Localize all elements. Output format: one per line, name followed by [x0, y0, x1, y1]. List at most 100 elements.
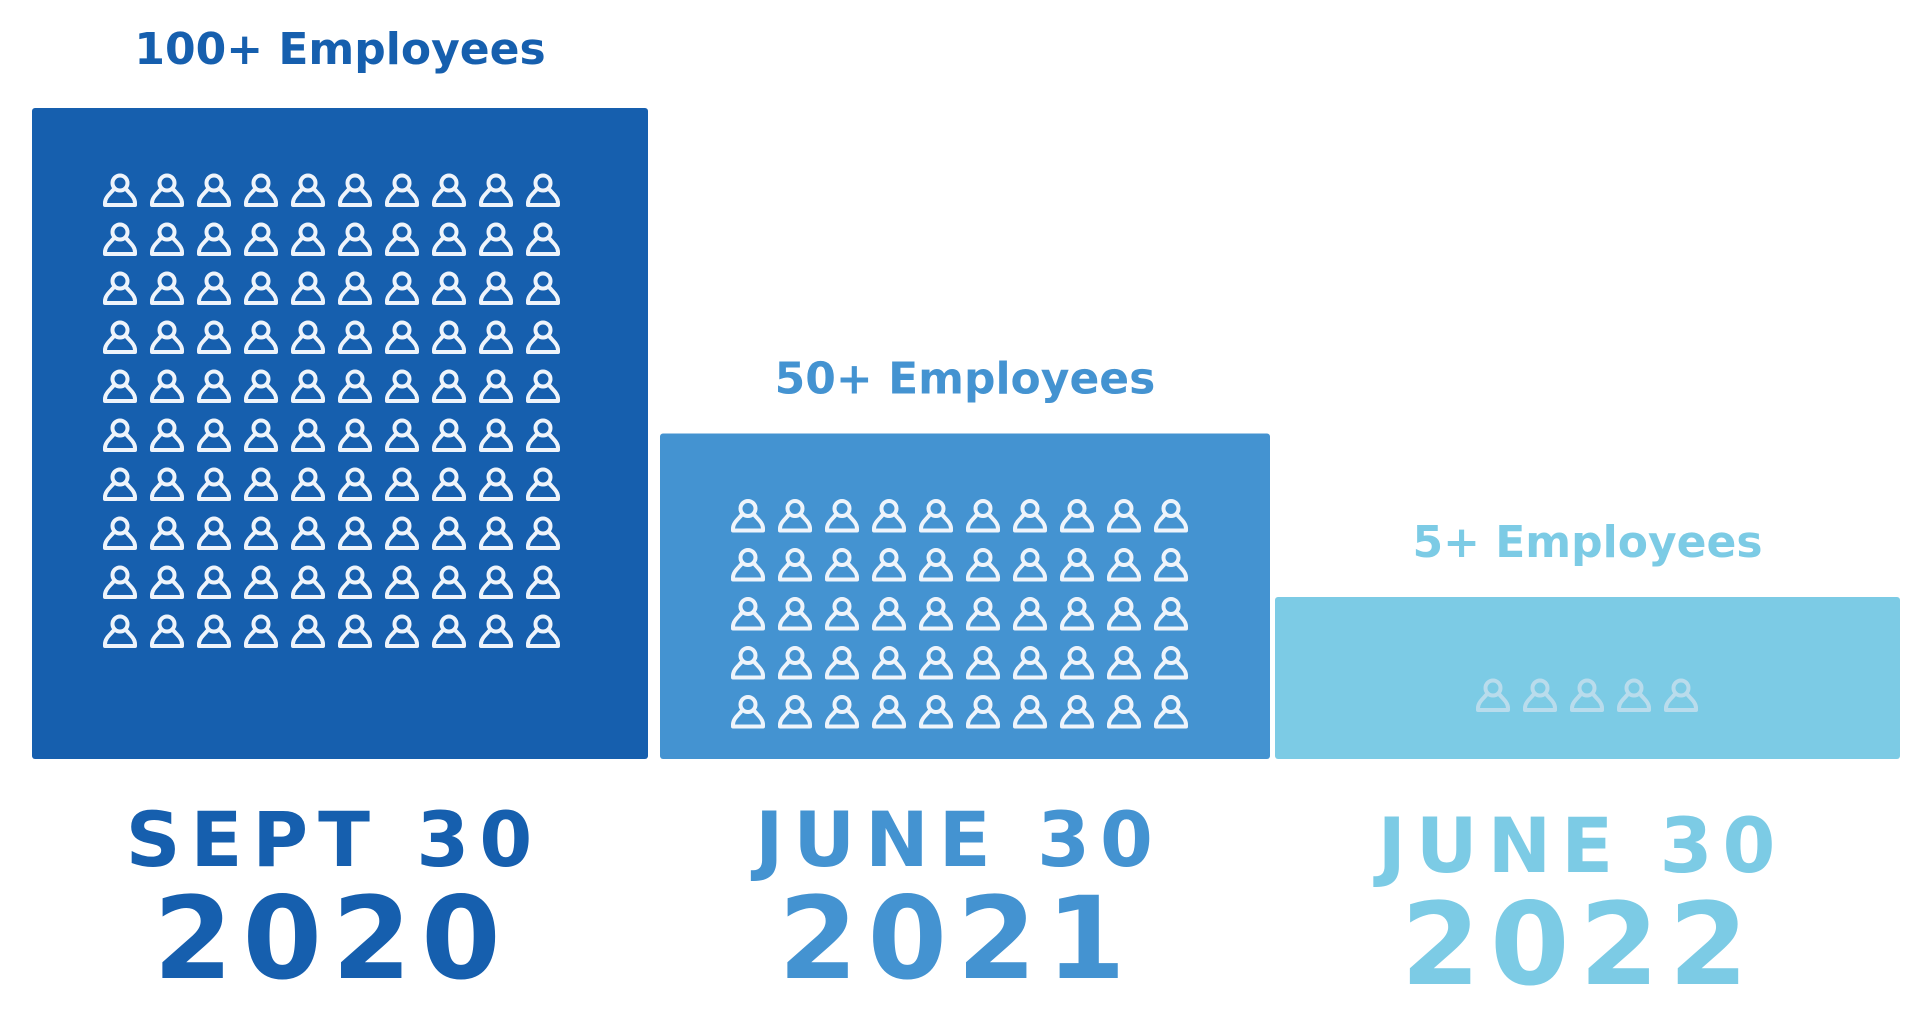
data-label-2021: 50+ Employees	[775, 354, 1156, 405]
person-icon	[197, 614, 231, 648]
person-icon	[432, 467, 466, 501]
person-icon	[1570, 678, 1604, 712]
person-icon	[1154, 499, 1188, 533]
person-icon	[919, 499, 953, 533]
person-icon	[1013, 499, 1047, 533]
person-icon	[1107, 695, 1141, 729]
person-icon	[244, 467, 278, 501]
person-icon	[291, 565, 325, 599]
person-icon	[150, 222, 184, 256]
person-icon	[197, 173, 231, 207]
person-icon	[1154, 695, 1188, 729]
person-icon	[385, 222, 419, 256]
person-icon	[150, 516, 184, 550]
person-icon	[479, 369, 513, 403]
person-icon	[244, 516, 278, 550]
person-icon	[244, 271, 278, 305]
person-icon	[103, 565, 137, 599]
person-icon	[1107, 499, 1141, 533]
person-icon	[244, 614, 278, 648]
person-icon	[872, 499, 906, 533]
person-icon	[526, 467, 560, 501]
person-icon	[291, 369, 325, 403]
person-icon	[244, 222, 278, 256]
person-icon	[291, 418, 325, 452]
person-icon	[103, 173, 137, 207]
person-icon	[1476, 678, 1510, 712]
person-icon	[1107, 548, 1141, 582]
person-icon	[150, 565, 184, 599]
person-icon	[526, 369, 560, 403]
person-icon	[778, 646, 812, 680]
person-icon	[197, 467, 231, 501]
person-icon	[197, 369, 231, 403]
person-icon	[526, 565, 560, 599]
person-icon	[338, 614, 372, 648]
bar-2022	[1275, 597, 1900, 759]
person-icon	[432, 222, 466, 256]
data-label-2022: 5+ Employees	[1412, 517, 1762, 568]
person-icon	[197, 320, 231, 354]
person-icon	[1060, 646, 1094, 680]
person-icon	[479, 418, 513, 452]
person-icon	[385, 516, 419, 550]
tick-label-year-2020: 2020	[153, 872, 510, 1005]
person-icon	[150, 614, 184, 648]
person-icon	[966, 548, 1000, 582]
person-icon	[291, 271, 325, 305]
person-icon	[432, 565, 466, 599]
person-icon	[432, 516, 466, 550]
person-icon	[1013, 597, 1047, 631]
person-icon	[103, 222, 137, 256]
person-icon	[778, 499, 812, 533]
tick-label-year-2021: 2021	[778, 872, 1135, 1005]
person-icon	[385, 369, 419, 403]
person-icon	[291, 516, 325, 550]
person-icon	[338, 320, 372, 354]
person-icon	[150, 467, 184, 501]
person-icon	[731, 597, 765, 631]
person-icon	[778, 548, 812, 582]
person-icon	[291, 467, 325, 501]
person-icon	[479, 271, 513, 305]
person-icon	[966, 646, 1000, 680]
person-icon	[150, 369, 184, 403]
person-icon	[872, 548, 906, 582]
person-icon	[432, 369, 466, 403]
person-icon	[197, 418, 231, 452]
person-icon	[1664, 678, 1698, 712]
tick-label-date-2021: JUNE 30	[750, 795, 1163, 884]
person-icon	[1154, 597, 1188, 631]
person-icon	[150, 418, 184, 452]
person-icon	[291, 614, 325, 648]
person-icon	[825, 548, 859, 582]
person-icon	[1060, 548, 1094, 582]
person-icon	[338, 369, 372, 403]
person-icon	[103, 516, 137, 550]
person-icon	[1060, 695, 1094, 729]
data-label-2020: 100+ Employees	[134, 24, 545, 75]
person-icon	[825, 695, 859, 729]
person-icon	[526, 516, 560, 550]
person-icon	[479, 173, 513, 207]
person-icon	[919, 646, 953, 680]
person-icon	[966, 499, 1000, 533]
person-icon	[1013, 548, 1047, 582]
person-icon	[731, 499, 765, 533]
person-icon	[103, 320, 137, 354]
person-icon	[103, 271, 137, 305]
person-icon	[150, 173, 184, 207]
person-icon	[432, 173, 466, 207]
tick-label-date-2020: SEPT 30	[126, 795, 542, 884]
person-icon	[432, 320, 466, 354]
person-icon	[526, 222, 560, 256]
person-icon	[778, 597, 812, 631]
person-icon	[479, 467, 513, 501]
person-icon	[825, 646, 859, 680]
person-icon	[479, 614, 513, 648]
person-icon	[197, 516, 231, 550]
person-icon	[1154, 646, 1188, 680]
person-icon	[1013, 695, 1047, 729]
person-icon	[919, 695, 953, 729]
person-icon	[872, 646, 906, 680]
